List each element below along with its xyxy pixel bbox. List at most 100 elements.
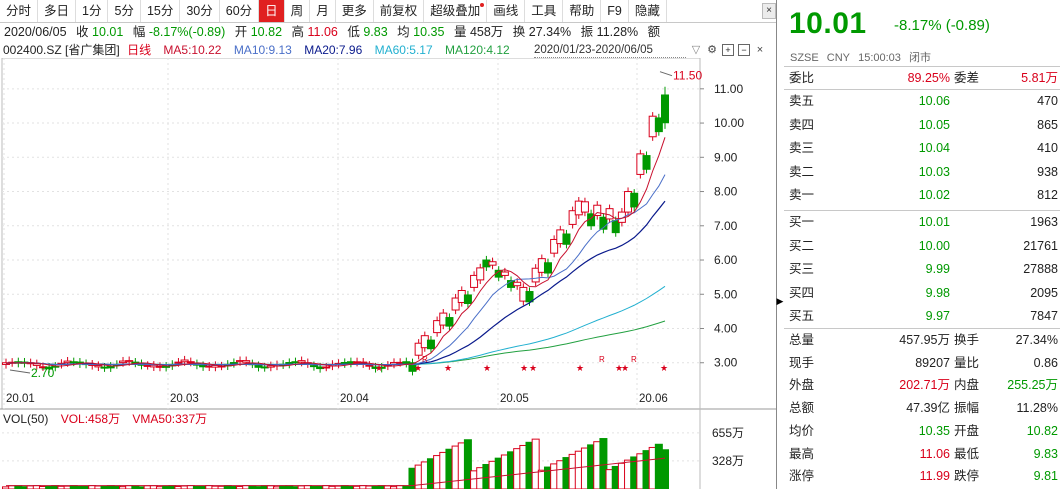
info-vol-label: 量 — [453, 25, 467, 39]
candle-body — [550, 238, 559, 254]
r-marker: R — [422, 355, 428, 364]
stat-label: 振幅 — [954, 401, 980, 416]
zoom-out-icon[interactable]: − — [738, 44, 750, 56]
chart-close-icon[interactable]: × — [756, 44, 764, 56]
volume-legend-bar: VOL(50) VOL:458万 VMA50:337万 — [0, 411, 703, 427]
vol-tick-label: 328万 — [712, 454, 744, 468]
stat-value: 202.71万 — [899, 378, 950, 393]
candle-body — [463, 294, 472, 305]
candle-body — [568, 210, 577, 225]
ask-volume: 938 — [1037, 164, 1058, 179]
tab-11[interactable]: 前复权 — [374, 0, 425, 22]
tab-12[interactable]: 超级叠加 — [424, 0, 488, 22]
ask-volume: 410 — [1037, 141, 1058, 155]
info-high-value: 11.06 — [307, 25, 338, 39]
star-marker: ★ — [483, 363, 491, 373]
stat-row: 现手 89207 量比 0.86 — [784, 352, 1060, 374]
y-tick-label: 4.00 — [714, 322, 738, 336]
ask-row: 卖四 10.05 865 — [784, 114, 1060, 137]
bid-row: 买三 9.99 27888 — [784, 258, 1060, 281]
tab-4[interactable]: 15分 — [141, 0, 181, 22]
tab-0[interactable]: 分时 — [0, 0, 39, 22]
quote-time: 15:00:03 — [858, 52, 901, 64]
bid-volume: 1963 — [1030, 215, 1058, 229]
stat-row: 均价 10.35 开盘 10.82 — [784, 420, 1060, 442]
candle-body — [174, 361, 183, 364]
stat-value: 11.06 — [919, 446, 950, 461]
ma5-label: MA5:10.22 — [163, 43, 222, 57]
zoom-in-icon[interactable]: + — [722, 44, 734, 56]
stat-value: 9.83 — [1033, 446, 1058, 461]
candle-body — [377, 366, 386, 369]
stat-label: 换手 — [954, 333, 980, 347]
tab-17[interactable]: 隐藏 — [629, 0, 667, 22]
stat-label: 总额 — [789, 401, 815, 416]
stat-row: 总量 457.95万 换手 27.34% — [784, 329, 1060, 351]
stat-label: 总量 — [789, 333, 815, 347]
bid-label: 买一 — [789, 215, 815, 229]
tab-14[interactable]: 工具 — [525, 0, 564, 22]
period-label: 日线 — [127, 43, 152, 57]
info-close-label: 收 — [76, 25, 89, 39]
bid-row: 买一 10.01 1963 — [784, 211, 1060, 234]
stat-value: 0.86 — [1033, 355, 1058, 370]
star-marker: ★ — [375, 363, 383, 373]
info-avg-label: 均 — [397, 25, 410, 39]
stat-label: 外盘 — [789, 378, 815, 393]
tab-13[interactable]: 画线 — [487, 0, 526, 22]
tab-10[interactable]: 更多 — [336, 0, 374, 22]
x-tick-label: 20.03 — [170, 393, 199, 405]
y-tick-label: 5.00 — [714, 287, 738, 301]
tab-16[interactable]: F9 — [601, 0, 629, 22]
candle-body — [365, 364, 374, 367]
candle-body — [309, 365, 318, 368]
candle-body — [580, 201, 589, 213]
tab-3[interactable]: 5分 — [108, 0, 141, 22]
x-tick-label: 20.01 — [6, 393, 35, 405]
ask-price: 10.04 — [918, 141, 950, 155]
candle-body — [593, 204, 602, 217]
volume-bar — [661, 449, 669, 489]
tab-6[interactable]: 60分 — [220, 0, 260, 22]
y-tick-label: 6.00 — [714, 253, 738, 267]
y-tick-label: 10.00 — [714, 116, 744, 130]
stat-value: 9.81 — [1033, 469, 1058, 484]
tab-8[interactable]: 周 — [285, 0, 311, 22]
x-tick-label: 20.04 — [340, 393, 369, 405]
tab-7[interactable]: 日 — [259, 0, 285, 22]
tab-5[interactable]: 30分 — [180, 0, 220, 22]
bid-label: 买三 — [789, 262, 815, 276]
tab-9[interactable]: 月 — [310, 0, 336, 22]
candle-body — [500, 271, 509, 276]
info-open-label: 开 — [234, 25, 248, 39]
star-marker: ★ — [660, 363, 668, 373]
close-icon[interactable]: × — [762, 3, 776, 19]
low-annotation-line — [9, 369, 31, 374]
ask-label: 卖三 — [789, 141, 815, 155]
date-range-selector[interactable]: 2020/01/23-2020/06/05 — [534, 43, 686, 58]
candle-body — [426, 339, 435, 350]
stat-value: 11.99 — [919, 469, 950, 484]
bid-volume: 7847 — [1030, 309, 1058, 323]
tab-1[interactable]: 多日 — [38, 0, 77, 22]
tab-2[interactable]: 1分 — [76, 0, 109, 22]
info-amp-label: 幅 — [132, 25, 146, 39]
weicha-value: 5.81万 — [1021, 71, 1058, 85]
bid-label: 买五 — [789, 309, 815, 323]
vma-line — [6, 457, 666, 487]
settings-gear-icon[interactable]: ⚙ — [707, 44, 717, 56]
info-turnover-label: 换 — [512, 25, 526, 39]
y-tick-label: 7.00 — [714, 219, 738, 233]
vol-tick-label: 655万 — [712, 426, 744, 440]
stat-value: 89207 — [915, 355, 950, 370]
bid-label: 买二 — [789, 238, 815, 253]
tab-15[interactable]: 帮助 — [563, 0, 602, 22]
stat-value: 11.28% — [1016, 401, 1058, 416]
expand-arrow-icon[interactable]: ▶ — [776, 296, 784, 306]
stat-value: 47.39亿 — [906, 401, 950, 416]
ask-row: 卖二 10.03 938 — [784, 161, 1060, 184]
notification-dot-icon — [480, 3, 485, 7]
stat-label: 均价 — [789, 423, 815, 438]
collapse-triangle-icon[interactable]: ▽ — [691, 44, 701, 56]
r-marker: R — [631, 355, 637, 364]
